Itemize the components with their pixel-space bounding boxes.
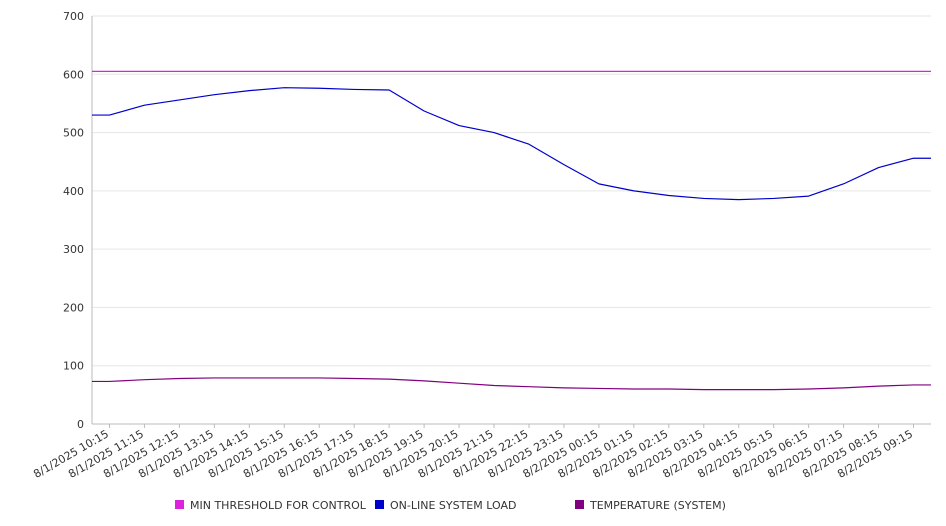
y-tick-label: 300 [63, 243, 84, 256]
legend-swatch [175, 500, 184, 509]
y-tick-label: 100 [63, 360, 84, 373]
legend-label: TEMPERATURE (SYSTEM) [589, 499, 726, 512]
y-tick-label: 0 [77, 418, 84, 431]
legend-swatch [375, 500, 384, 509]
x-axis-ticks: 8/1/2025 10:158/1/2025 11:158/1/2025 12:… [31, 427, 915, 481]
y-tick-label: 200 [63, 301, 84, 314]
series-lines [92, 70, 931, 391]
series-line-on-line-system-load [92, 87, 931, 201]
y-axis-ticks: 0 100 200 300 400 500 600 700 [63, 10, 84, 431]
grid-lines [92, 15, 931, 367]
legend: MIN THRESHOLD FOR CONTROL ON-LINE SYSTEM … [175, 499, 726, 512]
series-line-temperature-system [92, 377, 931, 391]
legend-swatch [575, 500, 584, 509]
y-tick-label: 400 [63, 185, 84, 198]
legend-label: MIN THRESHOLD FOR CONTROL [190, 499, 367, 512]
y-tick-label: 700 [63, 10, 84, 23]
y-tick-label: 500 [63, 127, 84, 140]
y-tick-label: 600 [63, 68, 84, 81]
axes [91, 16, 931, 428]
legend-label: ON-LINE SYSTEM LOAD [390, 499, 516, 512]
